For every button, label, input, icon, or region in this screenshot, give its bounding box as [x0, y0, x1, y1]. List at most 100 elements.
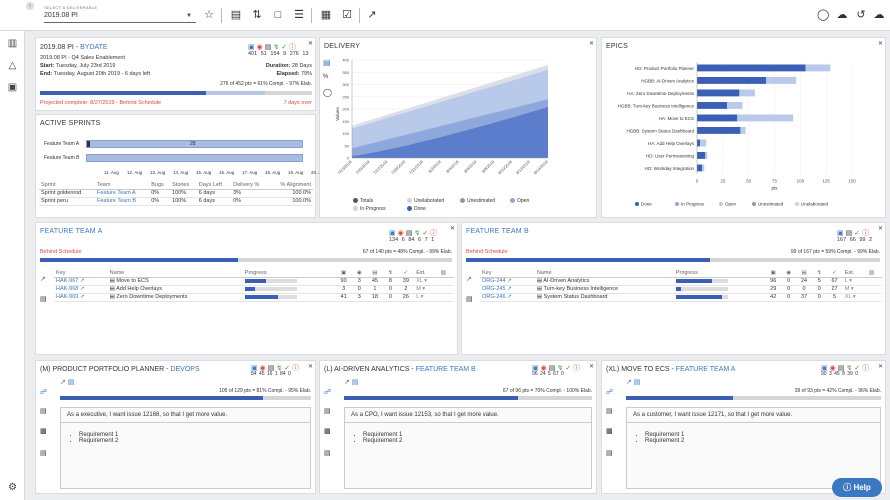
external-link-icon[interactable]: ↗ ▤ — [60, 379, 75, 386]
page-icon[interactable]: □ — [274, 9, 282, 21]
package-icon[interactable]: ▣ — [7, 82, 18, 93]
deliverable-select[interactable]: 2019.08 PI — [44, 12, 196, 23]
team-link[interactable]: Feature Team A — [94, 189, 150, 198]
history-icon[interactable]: ↺ — [856, 9, 866, 21]
table-row: HAK-967 ↗ ▤ Move to ECS 90 3 45 8 39 XL ▾ — [54, 277, 454, 286]
chevron-down-icon[interactable]: ▼ — [186, 13, 192, 19]
collapse-sidebar-button[interactable]: › — [26, 2, 34, 10]
chart-icon[interactable]: ▩ — [40, 428, 47, 435]
external-link-icon[interactable]: ↗ ▤ — [626, 379, 641, 386]
external-link-icon[interactable]: ↗ — [466, 276, 472, 283]
legend-item[interactable]: Done — [407, 206, 426, 212]
filter-icon[interactable]: ◯ — [323, 88, 332, 97]
document-icon[interactable]: ▤ — [40, 296, 47, 303]
close-icon[interactable]: ✕ — [878, 364, 884, 370]
epic-bar-open — [702, 164, 705, 172]
external-link-icon: ↗ — [79, 294, 85, 300]
estimate-select[interactable]: XL ▾ — [842, 293, 867, 302]
help-button[interactable]: ⓘ Help — [832, 478, 882, 497]
estimate-select[interactable]: XL ▾ — [414, 277, 439, 286]
estimate-select[interactable]: L ▾ — [842, 277, 867, 286]
legend-label: In Progress — [681, 202, 705, 207]
close-icon[interactable]: ✕ — [878, 41, 884, 47]
legend-item[interactable]: Unelaborated — [407, 198, 444, 204]
book-icon[interactable]: ▤ — [324, 408, 331, 415]
close-icon[interactable]: ✕ — [878, 226, 884, 232]
issue-key-link[interactable]: HAK-968 ↗ — [54, 285, 108, 294]
issue-key-link[interactable]: ORG-244 ↗ — [480, 277, 535, 286]
team-a-title[interactable]: FEATURE TEAM A — [40, 228, 103, 235]
epic-bar-done — [697, 127, 741, 134]
epic-label: HGBB: AI-Driven Analytics — [641, 78, 695, 83]
issue-progress — [242, 285, 336, 294]
legend-item[interactable]: Totals — [353, 198, 373, 204]
x-tick: 0 — [696, 179, 699, 184]
chart-icon[interactable]: ▩ — [324, 428, 331, 435]
list-icon[interactable]: ☰ — [294, 9, 304, 21]
done-area — [352, 107, 548, 158]
issue-key-link[interactable]: HAK-967 ↗ — [54, 277, 108, 286]
chart-type-icon[interactable]: ▤ — [323, 58, 331, 67]
x-tick: 8/6/2019 — [463, 159, 478, 174]
team-link[interactable]: Feature Team B — [94, 197, 150, 206]
close-icon[interactable]: ✕ — [589, 364, 595, 370]
pi-days-over: 7 days over — [283, 100, 312, 106]
epic-label: HGBB: System Status Dashboard — [626, 128, 694, 133]
close-icon[interactable]: ✕ — [308, 364, 314, 370]
gauge-icon[interactable]: ▤ — [606, 450, 613, 457]
sprint-date-tick: 17. Aug — [242, 170, 258, 175]
epic-progress-text: 67 of 96 pts = 70% Compl. - 100% Elab. — [502, 388, 592, 394]
epic-progress-bar — [60, 396, 311, 400]
column-icon: ▤ — [795, 269, 813, 278]
pi-start: Tuesday, July 23rd 2019 — [55, 63, 116, 69]
close-icon[interactable]: ✕ — [589, 41, 595, 47]
book-icon[interactable]: ▤ — [606, 408, 613, 415]
epic-card-title[interactable]: (L) AI-DRIVEN ANALYTICS - FEATURE TEAM B — [324, 366, 476, 373]
legend-item[interactable]: In Progress — [353, 206, 386, 212]
external-link-icon[interactable]: ↗ ▤ — [344, 379, 359, 386]
lock-icon[interactable]: ☑ — [342, 9, 352, 21]
link-icon[interactable]: ☍ — [606, 389, 614, 396]
epic-bar-open — [700, 139, 707, 147]
building-icon[interactable]: ▥ — [7, 38, 18, 49]
estimate-select[interactable]: L ▾ — [414, 293, 439, 302]
issue-key-link[interactable]: HAK-969 ↗ — [54, 293, 108, 302]
epic-card-title[interactable]: (XL) MOVE TO ECS - FEATURE TEAM A — [606, 366, 736, 373]
x-tick: 7/23/2019 — [337, 159, 354, 176]
issue-key-link[interactable]: ORG-246 ↗ — [480, 293, 535, 302]
document-icon[interactable]: ▤ — [230, 9, 242, 21]
sprint-bar-team-a[interactable]: 28 — [86, 140, 303, 148]
cloud-icon[interactable]: ☁ — [836, 9, 848, 21]
x-tick: 7/27/2019 — [372, 159, 389, 176]
external-link-icon[interactable]: ↗ — [367, 9, 377, 21]
gauge-icon[interactable]: ▤ — [324, 450, 331, 457]
epic-progress-bar — [344, 396, 592, 400]
flask-icon[interactable]: △ — [8, 60, 17, 71]
grid-icon[interactable]: ▦ — [320, 9, 332, 21]
close-icon[interactable]: ✕ — [308, 41, 314, 47]
epic-card-title[interactable]: (M) PRODUCT PORTFOLIO PLANNER - DEVOPS — [40, 366, 200, 373]
legend-item[interactable]: Open — [510, 198, 529, 204]
document-icon[interactable]: ▤ — [466, 296, 473, 303]
epics-panel: EPICS ✕ 0 25 50 75 100 125 150 pts HO: Product P… — [601, 37, 886, 218]
epic-label: HGBB: Turn-key Business Intelligence — [618, 103, 695, 108]
estimate-select[interactable]: M ▾ — [414, 285, 439, 294]
chart-icon[interactable]: ▩ — [606, 428, 613, 435]
cloud-up-icon[interactable]: ☁ — [873, 9, 885, 21]
sort-icon[interactable]: ⇅ — [252, 9, 262, 21]
sprint-bar-team-b[interactable] — [86, 154, 303, 162]
link-icon[interactable]: ☍ — [324, 389, 332, 396]
star-icon[interactable]: ☆ — [204, 9, 214, 21]
percent-toggle[interactable]: % — [323, 74, 329, 80]
gauge-icon[interactable]: ▤ — [40, 450, 47, 457]
link-icon[interactable]: ☍ — [40, 389, 48, 396]
close-icon[interactable]: ✕ — [450, 226, 456, 232]
book-icon[interactable]: ▤ — [40, 408, 47, 415]
settings-icon[interactable]: ⚙ — [8, 482, 17, 493]
issue-key-link[interactable]: ORG-245 ↗ — [480, 285, 535, 294]
bulb-icon[interactable]: ◯ — [817, 9, 830, 21]
external-link-icon[interactable]: ↗ — [40, 276, 46, 283]
team-b-title[interactable]: FEATURE TEAM B — [466, 228, 529, 235]
legend-item[interactable]: Unestimated — [460, 198, 495, 204]
estimate-select[interactable]: M ▾ — [842, 285, 867, 294]
